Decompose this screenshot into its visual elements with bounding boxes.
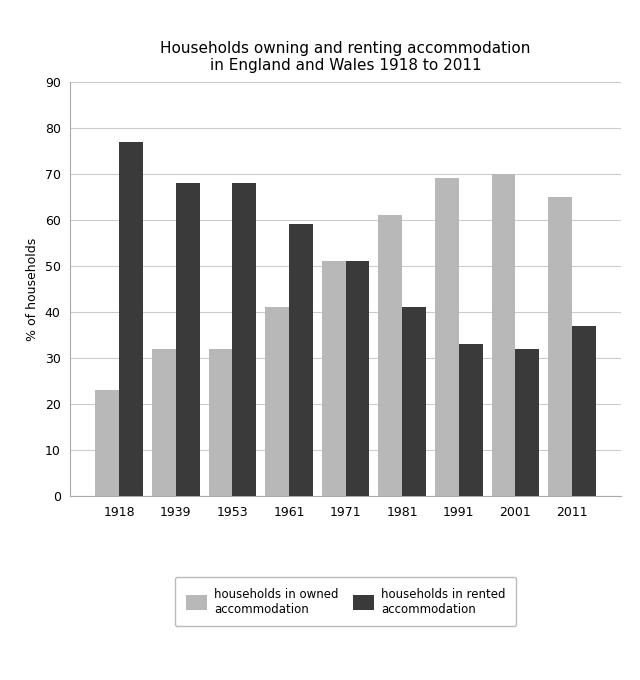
Bar	[459, 344, 483, 496]
Bar	[346, 261, 369, 496]
Bar	[515, 349, 539, 496]
Bar	[119, 141, 143, 496]
Bar	[176, 183, 200, 496]
Bar	[209, 349, 232, 496]
Bar	[265, 307, 289, 496]
Bar	[378, 216, 402, 496]
Bar	[572, 326, 596, 496]
Title: Households owning and renting accommodation
in England and Wales 1918 to 2011: Households owning and renting accommodat…	[161, 41, 531, 73]
Bar	[492, 174, 515, 496]
Bar	[435, 178, 459, 496]
Bar	[152, 349, 176, 496]
Bar	[402, 307, 426, 496]
Bar	[322, 261, 346, 496]
Bar	[548, 197, 572, 496]
Legend: households in owned
accommodation, households in rented
accommodation: households in owned accommodation, house…	[175, 577, 516, 626]
Bar	[289, 224, 313, 496]
Y-axis label: % of households: % of households	[26, 237, 39, 341]
Bar	[95, 390, 119, 496]
Bar	[232, 183, 256, 496]
